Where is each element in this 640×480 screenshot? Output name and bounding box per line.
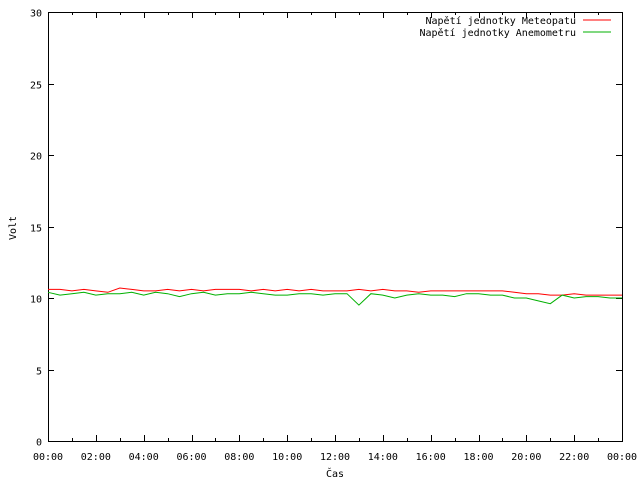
y-tick-label: 30 — [30, 9, 42, 20]
x-tick-label: 02:00 — [81, 452, 111, 463]
y-tick-label: 15 — [30, 224, 42, 235]
y-axis-title: Volt — [8, 216, 19, 240]
x-axis-title: Čas — [326, 467, 344, 480]
y-axis: 0 5 10 15 20 25 30 — [30, 9, 622, 449]
x-tick-label: 00:00 — [33, 452, 63, 463]
y-tick-label: 5 — [36, 367, 42, 378]
y-tick-label: 20 — [30, 152, 42, 163]
x-tick-label: 08:00 — [224, 452, 254, 463]
x-tick-label: 10:00 — [272, 452, 302, 463]
x-tick-label: 04:00 — [129, 452, 159, 463]
y-tick-label: 10 — [30, 295, 42, 306]
series-line-0 — [48, 287, 622, 296]
legend-label-0: Napětí jednotky Meteopatu — [425, 15, 576, 27]
x-tick-label: 00:00 — [607, 452, 637, 463]
plot-frame — [48, 12, 623, 442]
series-lines — [47, 287, 622, 306]
legend-label-1: Napětí jednotky Anemometru — [419, 27, 576, 39]
x-tick-label: 06:00 — [176, 452, 206, 463]
x-tick-label: 20:00 — [511, 452, 541, 463]
series-line-1 — [47, 291, 622, 306]
x-tick-label: 14:00 — [368, 452, 398, 463]
x-axis: 00:00 02:00 04:00 06:00 08:00 10:00 12:00 14:00… — [33, 12, 637, 463]
x-tick-label: 16:00 — [416, 452, 446, 463]
x-tick-label: 22:00 — [559, 452, 589, 463]
x-tick-label: 18:00 — [463, 452, 493, 463]
x-tick-label: 12:00 — [320, 452, 350, 463]
y-tick-label: 25 — [30, 81, 42, 92]
y-tick-label: 0 — [36, 438, 42, 449]
